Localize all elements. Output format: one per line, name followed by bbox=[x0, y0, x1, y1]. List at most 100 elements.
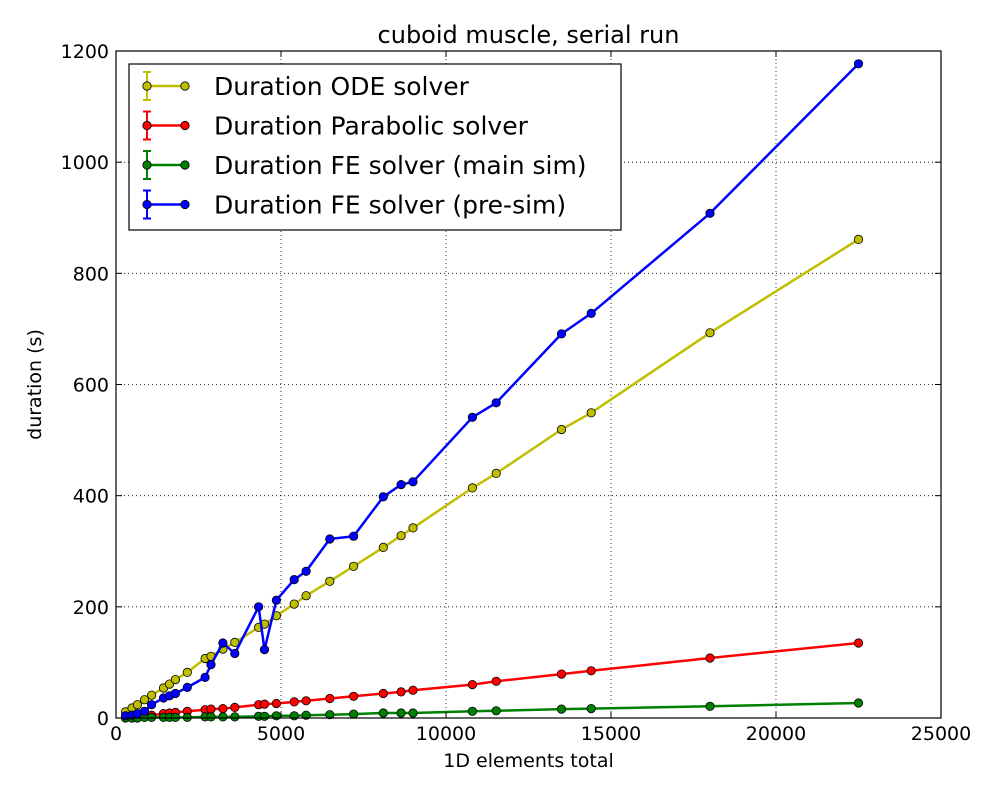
data-point bbox=[348, 561, 359, 571]
data-point bbox=[586, 703, 596, 714]
chart-title: cuboid muscle, serial run bbox=[378, 21, 680, 49]
data-point bbox=[259, 644, 270, 655]
data-point bbox=[396, 687, 406, 697]
data-point bbox=[271, 698, 281, 709]
y-axis-title: duration (s) bbox=[24, 329, 46, 440]
data-point bbox=[200, 672, 210, 683]
data-point bbox=[586, 408, 596, 418]
data-point bbox=[408, 708, 418, 718]
data-point bbox=[556, 669, 567, 679]
data-point bbox=[408, 685, 418, 695]
data-point bbox=[396, 531, 406, 541]
data-point bbox=[170, 688, 180, 699]
data-point bbox=[325, 576, 335, 586]
data-point bbox=[491, 468, 501, 478]
data-point bbox=[259, 711, 270, 721]
legend-marker bbox=[180, 120, 190, 131]
data-point bbox=[206, 659, 216, 670]
data-point bbox=[408, 477, 418, 487]
data-point bbox=[271, 711, 281, 721]
data-point bbox=[301, 710, 311, 720]
legend: Duration ODE solver Duration Parabolic so… bbox=[128, 63, 622, 231]
y-tick-label: 1000 bbox=[61, 152, 109, 174]
data-point bbox=[147, 690, 157, 700]
data-point bbox=[289, 574, 299, 585]
data-point bbox=[325, 534, 335, 544]
x-tick-label: 10000 bbox=[416, 723, 476, 745]
data-point bbox=[271, 595, 281, 605]
data-point bbox=[147, 700, 157, 710]
data-point bbox=[230, 702, 240, 713]
data-point bbox=[325, 710, 335, 720]
data-point bbox=[182, 682, 192, 693]
data-point bbox=[289, 711, 299, 721]
x-tick-labels: 0 5000 10000 15000 20000 25000 bbox=[110, 723, 971, 745]
data-point bbox=[218, 638, 228, 648]
y-tick-label: 200 bbox=[73, 597, 109, 619]
data-point bbox=[289, 599, 299, 609]
data-point bbox=[705, 208, 715, 218]
data-point bbox=[491, 676, 501, 686]
data-point bbox=[491, 398, 501, 408]
data-point bbox=[170, 674, 180, 685]
data-point bbox=[396, 708, 406, 718]
legend-entry: Duration Parabolic solver bbox=[142, 110, 529, 141]
legend-marker bbox=[142, 120, 152, 131]
data-point bbox=[230, 712, 240, 722]
data-point bbox=[586, 308, 596, 318]
data-point bbox=[408, 523, 418, 533]
data-point bbox=[586, 666, 596, 676]
data-point bbox=[325, 693, 335, 704]
data-point bbox=[853, 234, 864, 244]
x-tick-label: 0 bbox=[110, 723, 122, 745]
data-point bbox=[254, 602, 264, 612]
data-point bbox=[182, 667, 192, 678]
legend-box bbox=[128, 63, 622, 231]
data-point bbox=[378, 492, 388, 502]
data-point bbox=[378, 688, 388, 699]
data-point bbox=[556, 704, 567, 714]
data-point bbox=[467, 706, 477, 716]
data-point bbox=[206, 704, 216, 714]
y-tick-labels: 0 200 400 600 800 1000 1200 bbox=[61, 41, 109, 730]
data-point bbox=[853, 638, 864, 648]
data-point bbox=[705, 328, 715, 338]
data-point bbox=[301, 566, 311, 576]
data-point bbox=[139, 706, 150, 716]
data-point bbox=[230, 637, 240, 648]
series-3 bbox=[120, 59, 864, 721]
legend-marker bbox=[142, 199, 152, 210]
legend-marker bbox=[142, 81, 152, 91]
data-point bbox=[491, 706, 501, 716]
legend-marker bbox=[180, 160, 190, 170]
x-tick-label: 20000 bbox=[746, 723, 806, 745]
legend-label: Duration FE solver (main sim) bbox=[214, 151, 587, 180]
data-point bbox=[132, 700, 142, 710]
y-tick-label: 0 bbox=[97, 708, 109, 730]
data-point bbox=[289, 697, 299, 707]
data-point bbox=[206, 712, 216, 722]
data-point bbox=[301, 591, 311, 601]
data-point bbox=[556, 329, 567, 339]
data-point bbox=[348, 709, 359, 719]
data-point bbox=[853, 698, 864, 708]
y-tick-label: 400 bbox=[73, 486, 109, 508]
data-point bbox=[705, 701, 715, 711]
data-point bbox=[139, 695, 150, 705]
legend-entry: Duration FE solver (main sim) bbox=[142, 150, 587, 180]
legend-marker bbox=[180, 81, 190, 91]
data-point bbox=[705, 653, 715, 663]
x-tick-label: 5000 bbox=[257, 723, 305, 745]
data-point bbox=[348, 531, 359, 541]
y-tick-label: 1200 bbox=[61, 41, 109, 63]
data-point bbox=[218, 703, 228, 714]
legend-label: Duration ODE solver bbox=[214, 72, 470, 101]
data-point bbox=[218, 712, 228, 722]
data-point bbox=[378, 708, 388, 718]
x-tick-label: 15000 bbox=[581, 723, 641, 745]
data-point bbox=[259, 699, 270, 709]
legend-label: Duration Parabolic solver bbox=[214, 112, 529, 141]
legend-marker bbox=[142, 160, 152, 170]
data-point bbox=[467, 483, 477, 493]
